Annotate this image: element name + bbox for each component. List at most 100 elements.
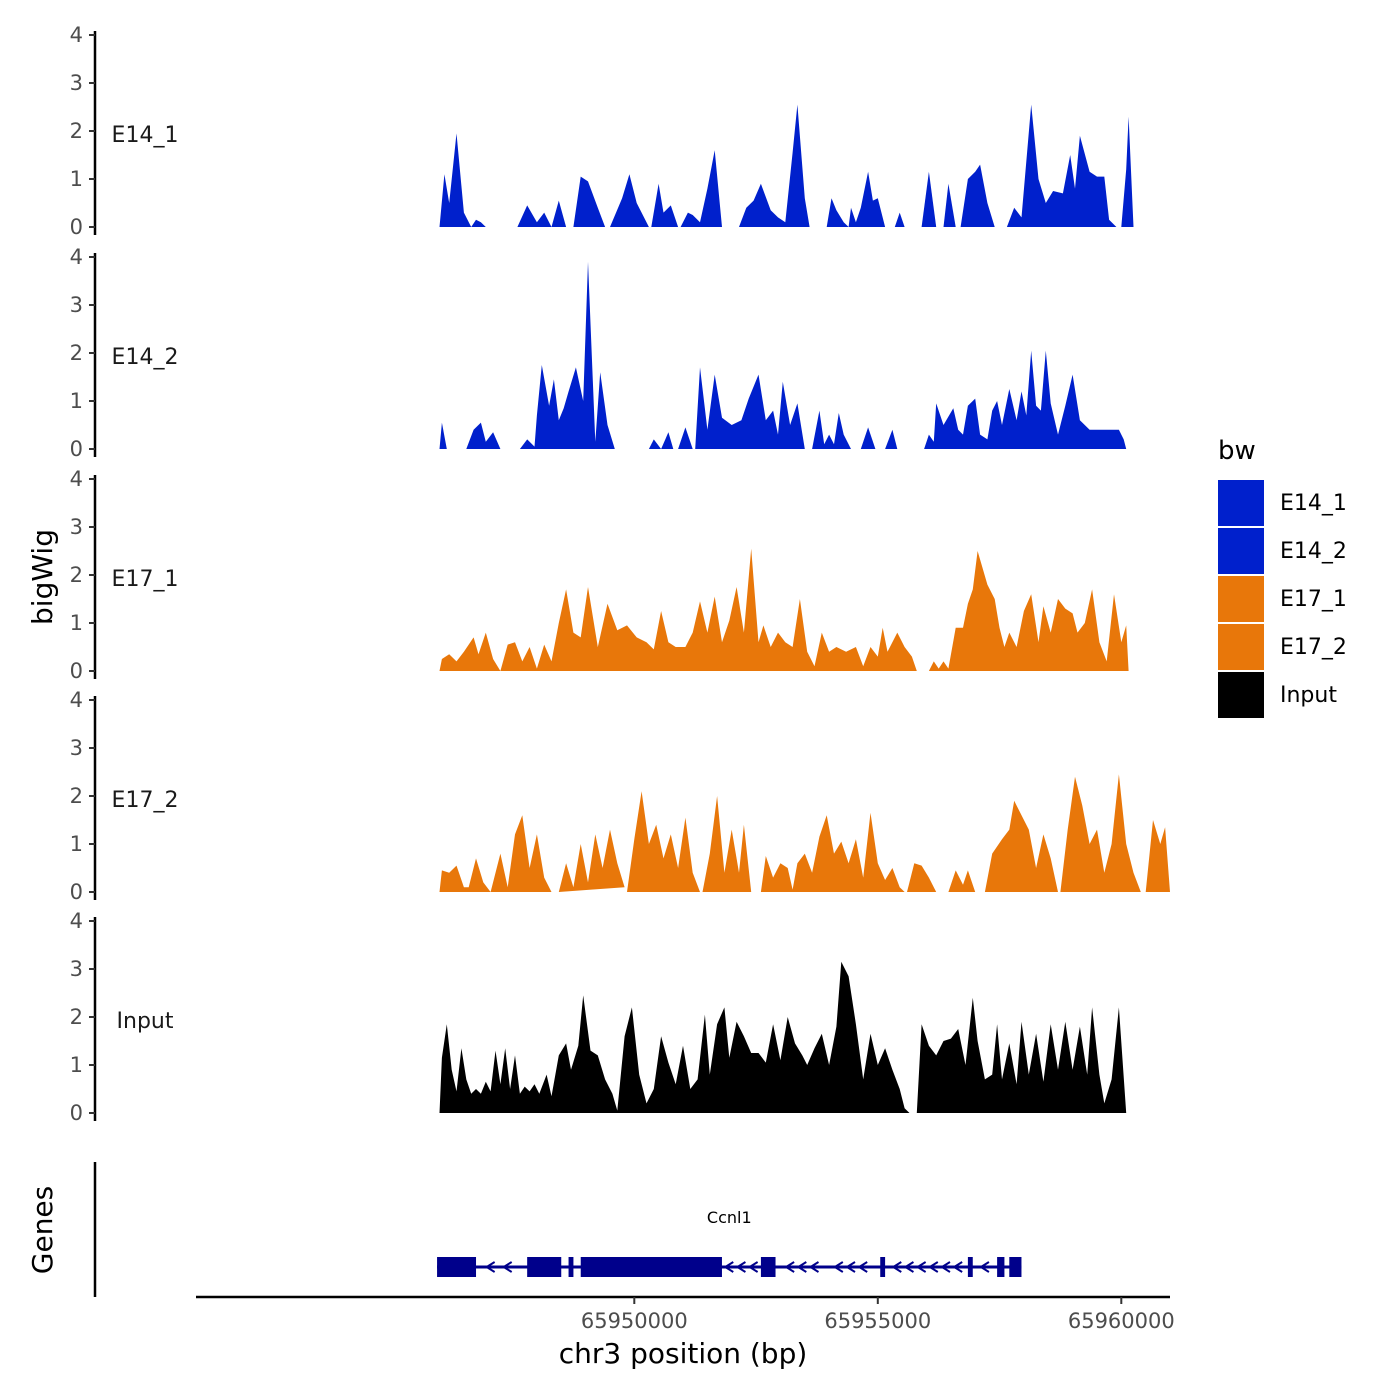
signal-area-E14_1-9 (921, 171, 937, 227)
legend-swatch-E17_2 (1218, 624, 1264, 670)
signal-area-E17_1-1 (500, 548, 917, 671)
legend: bw E14_1 E14_2 E17_1 E17_2 Input (1218, 436, 1347, 718)
y-tick-label-E17_2-1: 1 (70, 832, 83, 856)
y-tick-label-E17_1-4: 4 (70, 467, 83, 491)
track-label-E14_2: E14_2 (112, 345, 179, 370)
signal-area-E14_1-10 (943, 183, 956, 227)
y-tick-label-Input-2: 2 (70, 1005, 83, 1029)
y-tick-label-Input-4: 4 (70, 909, 83, 933)
strand-arrow-0 (484, 1261, 496, 1273)
y-tick-label-E17_2-2: 2 (70, 784, 83, 808)
y-tick-label-E17_2-3: 3 (70, 736, 83, 760)
y-tick-label-E14_2-3: 3 (70, 293, 83, 317)
genes-axis-title: Genes (26, 1186, 59, 1274)
signal-area-E14_2-1 (466, 422, 501, 449)
exon-6 (967, 1257, 973, 1277)
y-tick-label-E14_2-2: 2 (70, 341, 83, 365)
y-tick-label-E17_2-0: 0 (70, 880, 83, 904)
strand-arrow-4 (747, 1261, 759, 1273)
x-tick-label-65950000: 65950000 (581, 1309, 688, 1333)
track-label-E14_1: E14_1 (112, 123, 179, 148)
y-tick-label-E14_1-0: 0 (70, 215, 83, 239)
exon-3 (580, 1257, 722, 1277)
exon-0 (437, 1257, 477, 1277)
legend-title: bw (1218, 436, 1256, 466)
strand-arrow-1 (501, 1261, 513, 1273)
track-label-Input: Input (117, 1009, 174, 1034)
strand-arrow-11 (891, 1261, 902, 1273)
track-E17_1: 0 1 2 3 4 E17_1 (70, 467, 1129, 683)
signal-area-E14_2-8 (860, 427, 876, 449)
signal-area-Input-1 (916, 997, 1127, 1113)
track-Input: 0 1 2 3 4 Input (70, 909, 1127, 1125)
signal-area-E17_2-8 (984, 800, 1058, 892)
y-tick-label-E14_1-1: 1 (70, 167, 83, 191)
legend-swatch-E14_2 (1218, 528, 1264, 574)
y-tick-label-E17_1-1: 1 (70, 611, 83, 635)
signal-area-E17_2-5 (760, 812, 905, 892)
track-label-E17_2: E17_2 (112, 788, 179, 813)
x-tick-label-65960000: 65960000 (1068, 1309, 1175, 1333)
y-tick-label-Input-3: 3 (70, 957, 83, 981)
track-E14_1: 0 1 2 3 4 E14_1 (70, 23, 1134, 239)
x-axis-ticks: 65950000 65955000 65960000 (581, 1297, 1175, 1333)
y-tick-label-E14_1-2: 2 (70, 119, 83, 143)
strand-arrow-2 (723, 1261, 734, 1273)
exon-1 (527, 1257, 562, 1277)
track-label-E17_1: E17_1 (112, 567, 179, 592)
strand-arrow-9 (845, 1261, 856, 1273)
x-axis-title: chr3 position (bp) (559, 1337, 808, 1370)
signal-area-E17_2-3 (627, 791, 700, 892)
signal-area-E17_1-2 (928, 551, 1129, 671)
exon-4 (760, 1257, 776, 1277)
signal-area-E14_1-2 (573, 176, 606, 227)
track-E14_2: 0 1 2 3 4 E14_2 (70, 245, 1127, 461)
legend-label-E17_2: E17_2 (1280, 635, 1347, 660)
signal-area-E17_2-2 (558, 829, 625, 892)
bigwig-tracks: 0 1 2 3 4 E14_1 0 1 2 3 4 E14_2 0 1 2 3 4 E17_1 0 1 2 3 4 E17_2… (70, 23, 1170, 1125)
signal-area-E14_1-4 (651, 183, 679, 227)
signal-area-E14_1-6 (739, 104, 810, 227)
signal-area-E14_1-8 (894, 212, 905, 227)
y-tick-label-E14_2-4: 4 (70, 245, 83, 269)
strand-arrow-17 (979, 1261, 990, 1273)
strand-arrow-12 (903, 1261, 914, 1273)
y-tick-label-E14_1-4: 4 (70, 23, 83, 47)
y-tick-label-E14_2-0: 0 (70, 437, 83, 461)
gene-track: Ccnl1 (93, 1162, 1022, 1297)
y-tick-label-E17_1-2: 2 (70, 563, 83, 587)
y-axis-title: bigWig (26, 529, 59, 625)
legend-label-Input: Input (1280, 683, 1337, 708)
strand-arrow-3 (735, 1261, 746, 1273)
signal-area-E14_2-2 (519, 261, 615, 449)
legend-swatch-E17_1 (1218, 576, 1264, 622)
signal-area-E14_2-3 (648, 439, 662, 449)
signal-area-E14_2-9 (885, 429, 898, 449)
strand-arrow-14 (927, 1261, 939, 1273)
signal-area-E14_1-7 (826, 171, 886, 227)
legend-label-E17_1: E17_1 (1280, 587, 1347, 612)
strand-arrow-15 (940, 1261, 951, 1273)
signal-area-E14_1-12 (1006, 104, 1117, 227)
signal-area-E14_1-0 (439, 133, 486, 227)
signal-area-E17_2-1 (490, 815, 552, 892)
signal-area-E14_1-5 (680, 150, 722, 227)
exon-2 (568, 1257, 574, 1277)
signal-area-E17_2-6 (907, 863, 937, 892)
track-E17_2: 0 1 2 3 4 E17_2 (70, 688, 1170, 904)
strand-arrow-8 (832, 1261, 844, 1273)
signal-area-E17_2-10 (1145, 820, 1170, 892)
y-tick-label-Input-0: 0 (70, 1101, 83, 1125)
exon-8 (1009, 1257, 1022, 1277)
legend-swatch-Input (1218, 672, 1264, 718)
gene-name-label: Ccnl1 (707, 1208, 752, 1227)
signal-area-E14_1-1 (517, 200, 567, 227)
signal-area-E14_2-4 (661, 432, 674, 449)
signal-area-E17_2-7 (948, 870, 976, 892)
legend-label-E14_1: E14_1 (1280, 491, 1347, 516)
exon-7 (997, 1257, 1005, 1277)
y-tick-label-E14_1-3: 3 (70, 71, 83, 95)
legend-label-E14_2: E14_2 (1280, 539, 1347, 564)
signal-area-E14_2-7 (812, 410, 851, 449)
strand-arrow-7 (808, 1261, 820, 1273)
